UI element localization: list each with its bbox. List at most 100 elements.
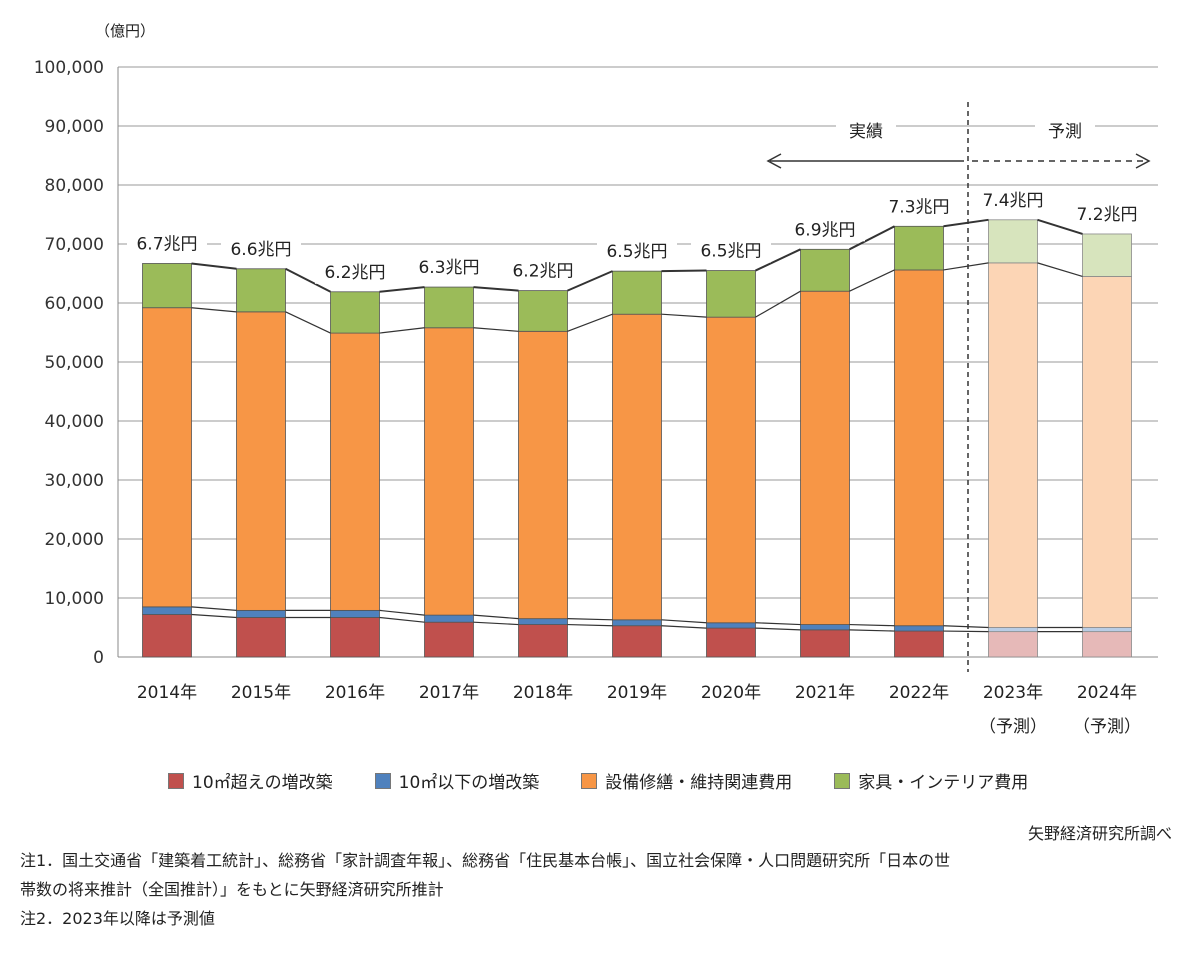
bar-segment-series-2 (424, 614, 474, 623)
connector-line (191, 307, 237, 313)
total-label: 6.2兆円 (324, 263, 385, 283)
bar-segment-series-2 (894, 625, 944, 632)
bar-segment-series-4 (330, 291, 380, 334)
bar-segment-series-3 (612, 313, 662, 621)
bar-segment-series-4 (894, 225, 944, 271)
forecast-label: 予測 (1048, 122, 1082, 142)
x-tick-label: 2024年 (1077, 683, 1137, 703)
bar-segment-series-4 (988, 219, 1038, 264)
bar-segment-series-3 (706, 316, 756, 624)
series-connector-lines (191, 218, 1083, 633)
y-tick-label: 100,000 (34, 58, 104, 78)
bar-segment-series-1 (800, 629, 850, 658)
bar-segment-series-2 (1082, 627, 1132, 633)
y-tick-label: 50,000 (45, 353, 104, 373)
bar-segment-series-1 (142, 614, 192, 658)
y-tick-label: 90,000 (45, 117, 104, 137)
total-label-bg (785, 218, 865, 242)
total-label-bg (409, 256, 489, 280)
connector-line (755, 622, 801, 626)
actual-label-bg (836, 118, 896, 144)
connector-line (567, 270, 613, 292)
connector-line (661, 625, 707, 629)
connector-line (661, 269, 707, 273)
connector-line (849, 623, 895, 627)
bar-segment-series-1 (612, 625, 662, 658)
forecast-label-bg (1035, 118, 1095, 144)
connector-line (473, 327, 519, 332)
source-credit: 矢野経済研究所調べ (1027, 824, 1172, 843)
connector-line (567, 313, 613, 332)
x-axis-labels: 2014年 2015年 2016年 2017年 2018年 2019年 2020年 2021年… (137, 683, 1141, 737)
total-label: 6.9兆円 (794, 220, 855, 240)
bar-segment-series-2 (142, 606, 192, 615)
bar-segment-series-2 (800, 624, 850, 631)
bars (142, 219, 1132, 658)
footnote-line-1: 注1．国土交通省「建築着工統計」、総務省「家計調査年報」、総務省「住民基本台帳」… (20, 851, 951, 870)
actual-arrowhead (766, 153, 782, 169)
bar-segment-series-4 (424, 286, 474, 329)
bar-segment-series-4 (236, 268, 286, 313)
connector-line (755, 248, 801, 272)
x-tick-label: 2023年 (983, 683, 1043, 703)
bar-segment-series-2 (706, 622, 756, 629)
connector-line (473, 286, 519, 292)
total-label: 6.7兆円 (136, 234, 197, 254)
y-tick-label: 20,000 (45, 530, 104, 550)
total-label-bg (1067, 202, 1147, 226)
connector-line (473, 621, 519, 626)
bar-segment-series-4 (612, 270, 662, 315)
bar-segment-series-1 (988, 631, 1038, 658)
legend-label-series-2: 10㎡以下の増改築 (398, 773, 540, 793)
connector-line (379, 286, 425, 293)
x-tick-label: 2022年 (889, 683, 949, 703)
connector-line (755, 290, 801, 318)
connector-line (379, 616, 425, 623)
x-tick-label: 2020年 (701, 683, 761, 703)
connector-line (285, 267, 331, 293)
y-tick-label: 10,000 (45, 589, 104, 609)
bar-segment-series-2 (518, 618, 568, 625)
connector-line (191, 262, 237, 270)
footnote-line-2: 帯数の将来推計（全国推計）」をもとに矢野経済研究所推計 (20, 880, 444, 899)
connector-line (191, 613, 237, 619)
x-tick-label: 2018年 (513, 683, 573, 703)
total-label-bg (315, 260, 395, 284)
bar-segment-series-1 (424, 621, 474, 658)
actual-label: 実績 (849, 122, 883, 142)
total-label: 6.3兆円 (418, 258, 479, 278)
connector-line (567, 618, 613, 621)
legend-swatch-series-4 (834, 772, 851, 789)
footnotes: 注1．国土交通省「建築着工統計」、総務省「家計調査年報」、総務省「住民基本台帳」… (20, 846, 1180, 933)
bar-segment-series-3 (800, 290, 850, 625)
total-label-bg (973, 188, 1053, 212)
connector-line (943, 625, 989, 629)
legend: 10㎡超えの増改築 10㎡以下の増改築 設備修繕・維持関連費用 家具・インテリア… (168, 768, 1128, 793)
bar-segment-series-1 (236, 617, 286, 658)
bar-segment-series-4 (800, 248, 850, 292)
connector-line (943, 218, 989, 228)
bar-segment-series-4 (1082, 233, 1132, 277)
forecast-arrowhead (1135, 153, 1151, 169)
total-labels: 6.7兆円 6.6兆円 6.2兆円 6.3兆円 6.2兆円 6.5兆円 6.5兆円 6.9兆円… (127, 188, 1147, 284)
legend-swatch-series-2 (374, 772, 391, 789)
bar-segment-series-3 (518, 330, 568, 620)
footnote-line-3: 注2．2023年以降は予測値 (20, 909, 215, 928)
y-tick-label: 60,000 (45, 294, 104, 314)
connector-line (1037, 218, 1083, 235)
bar-segment-series-4 (142, 263, 192, 309)
legend-label-series-1: 10㎡超えの増改築 (192, 773, 333, 793)
bar-segment-series-2 (612, 619, 662, 627)
bar-segment-series-2 (988, 627, 1038, 633)
connector-line (191, 606, 237, 611)
y-tick-label: 80,000 (45, 176, 104, 196)
bar-segment-series-2 (236, 609, 286, 618)
connector-line (661, 619, 707, 624)
x-tick-label: 2021年 (795, 683, 855, 703)
total-label-bg (597, 240, 677, 264)
legend-swatch-series-1 (168, 772, 184, 789)
bar-segment-series-2 (330, 609, 380, 618)
legend-swatch-series-3 (581, 772, 598, 789)
bar-segment-series-1 (706, 627, 756, 658)
connector-line (755, 627, 801, 631)
